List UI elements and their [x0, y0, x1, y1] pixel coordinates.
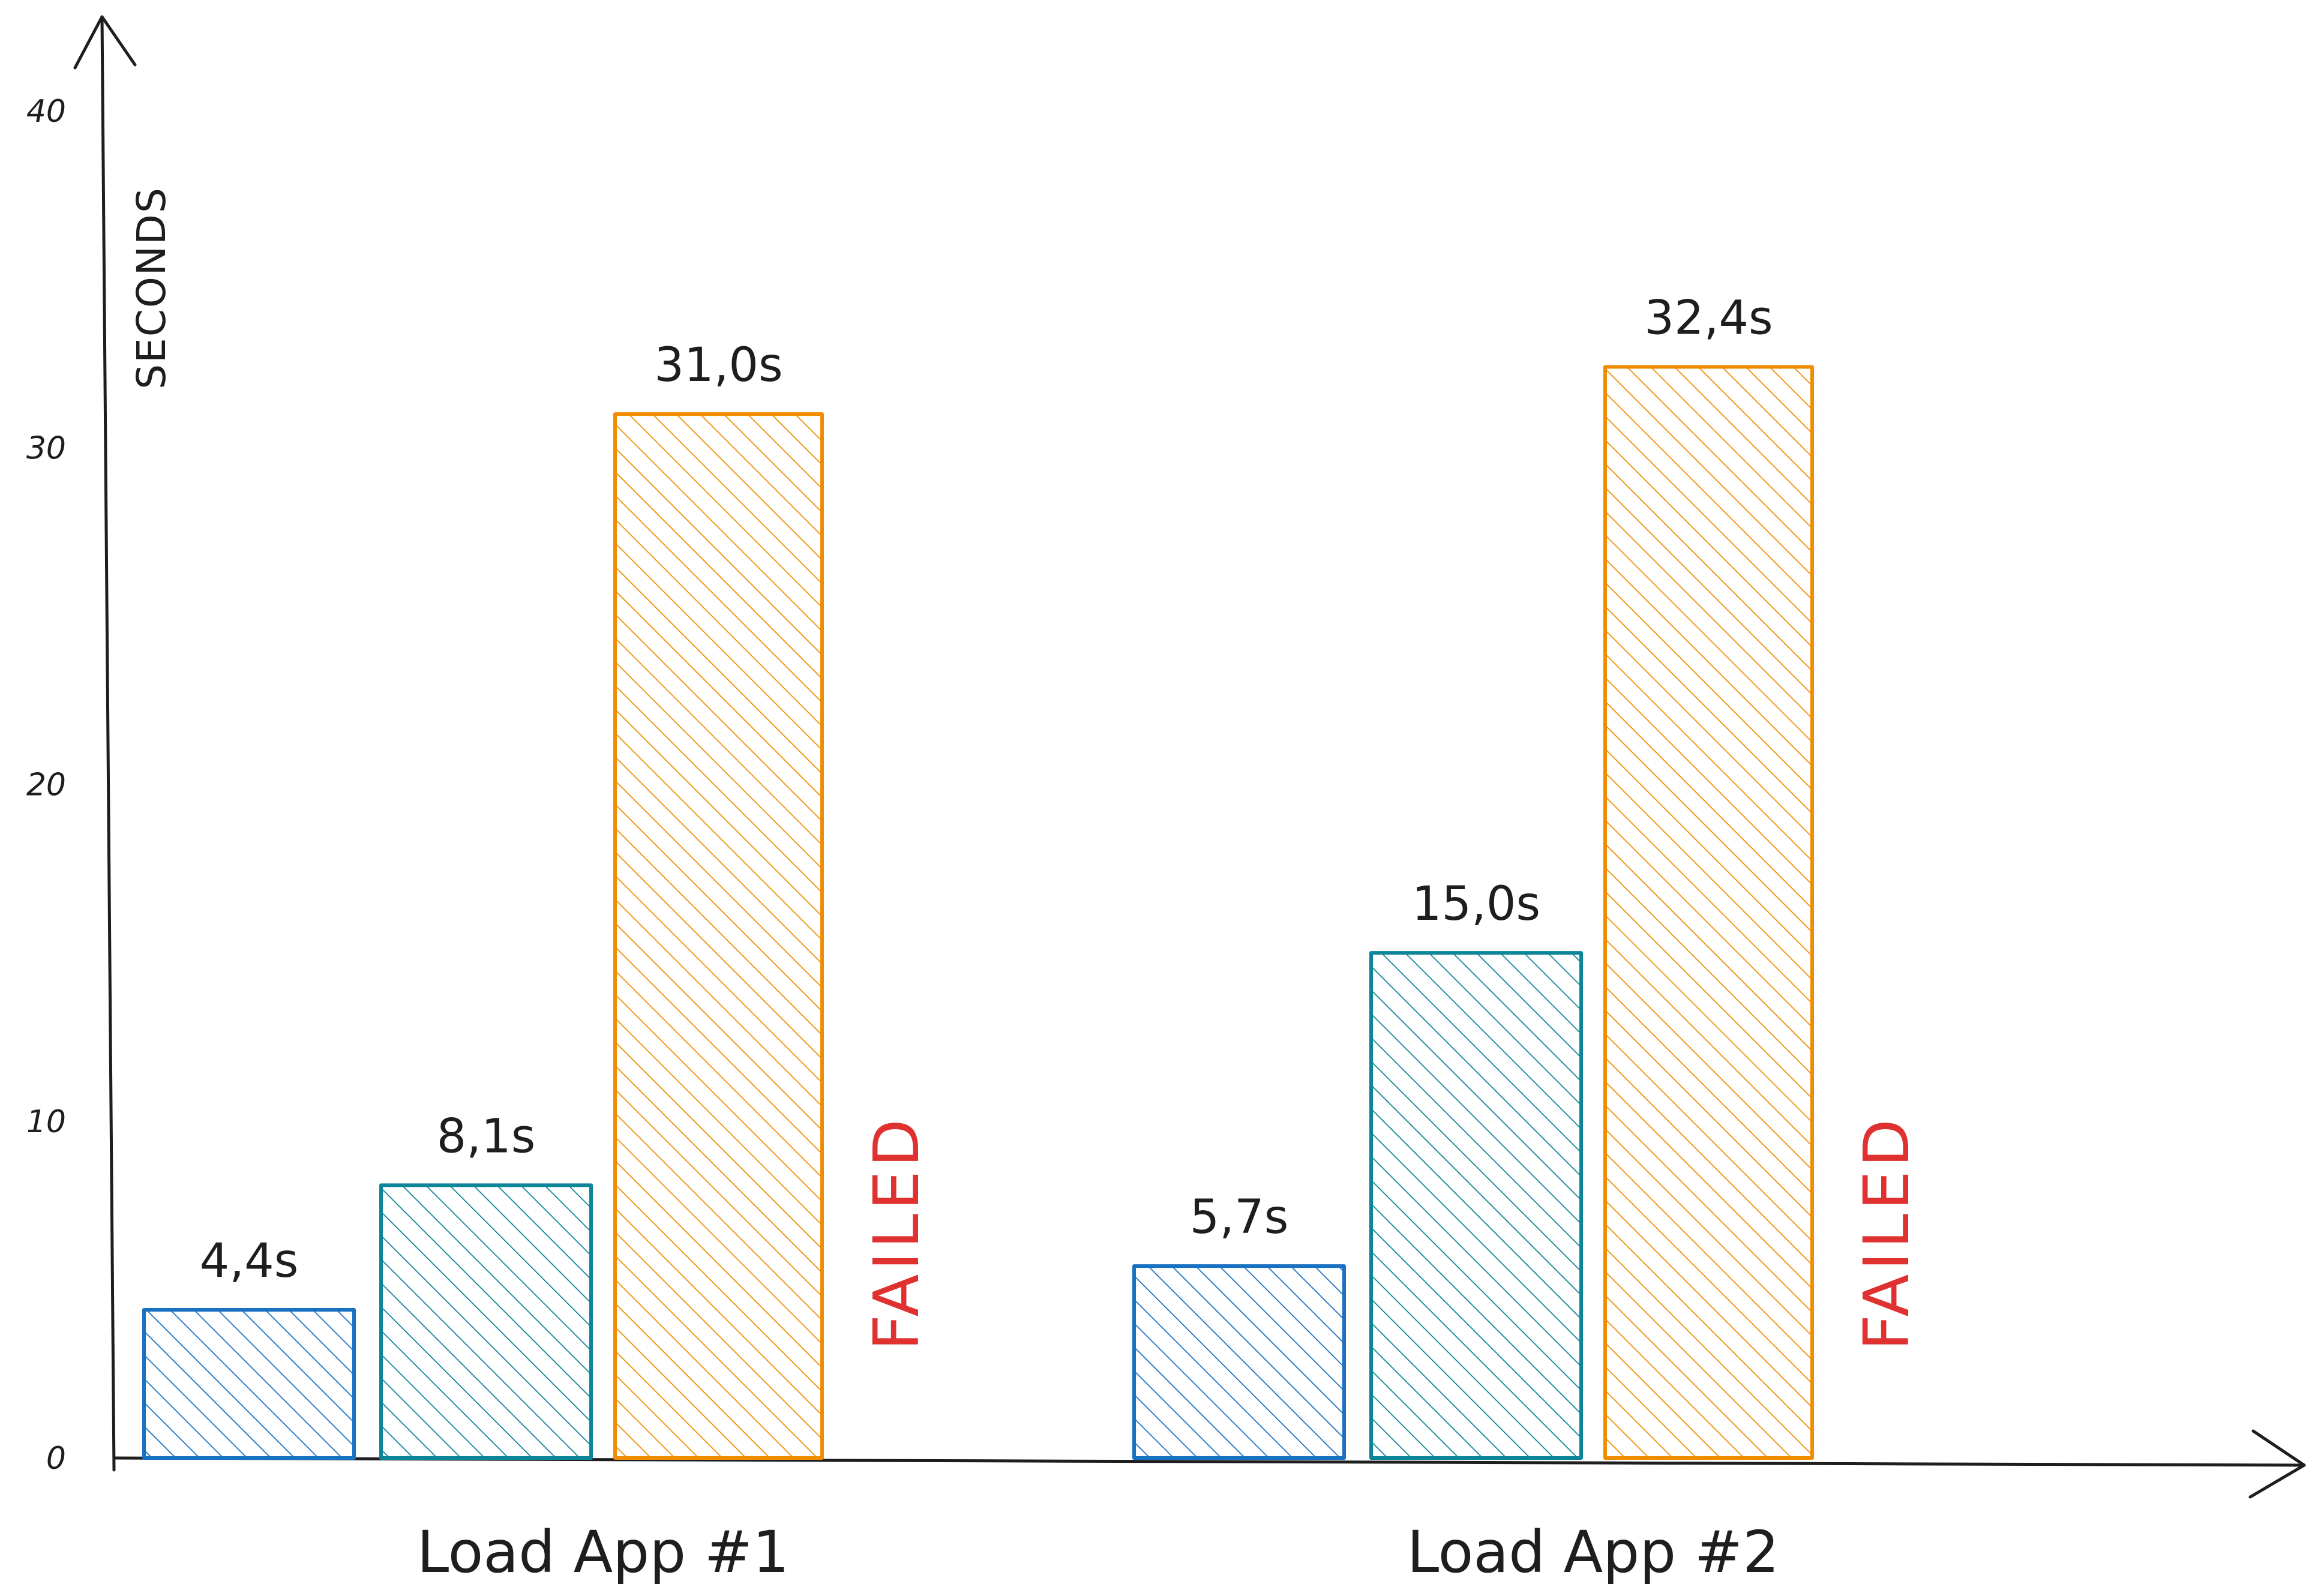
x-axis-arrow [2248, 1429, 2306, 1499]
y-tick-label: 30 [26, 430, 66, 466]
bar-fill [615, 414, 822, 1458]
y-axis-title: SECONDS [128, 187, 175, 389]
bar-value-label: 4,4s [200, 1234, 299, 1288]
bar-value-label: 5,7s [1190, 1190, 1289, 1244]
bar-value-label: 32,4s [1644, 292, 1773, 346]
bar-group [1132, 1264, 1346, 1460]
bar-fill [381, 1185, 591, 1458]
x-category-label: Load App #2 [1407, 1519, 1779, 1586]
bar-value-label: 15,0s [1412, 877, 1540, 931]
bar [1603, 365, 1814, 1460]
bar-fill [144, 1310, 354, 1458]
bar-group [142, 1308, 356, 1460]
bar-value-label: 8,1s [437, 1109, 536, 1163]
bar-group [1369, 951, 1583, 1460]
y-axis-line [100, 15, 116, 1472]
failed-label: FAILED [860, 1115, 933, 1351]
bar-group [613, 412, 824, 1460]
bar [613, 412, 824, 1460]
y-tick-label: 40 [26, 94, 66, 130]
y-axis-arrow [73, 15, 137, 70]
bar-value-label: 31,0s [654, 338, 782, 392]
bar [142, 1308, 356, 1460]
x-category-label: Load App #1 [417, 1519, 789, 1586]
bar [1132, 1264, 1346, 1460]
bar-group [379, 1183, 593, 1460]
y-tick-label: 10 [26, 1104, 66, 1140]
bar-group [1603, 365, 1814, 1460]
bar [1369, 951, 1583, 1460]
bar-fill [1605, 367, 1812, 1458]
y-tick-label: 0 [46, 1441, 66, 1477]
y-tick-label: 20 [26, 767, 66, 803]
failed-label: FAILED [1850, 1115, 1923, 1351]
bar-fill [1134, 1266, 1344, 1458]
bar-fill [1371, 953, 1581, 1458]
bar [379, 1183, 593, 1460]
